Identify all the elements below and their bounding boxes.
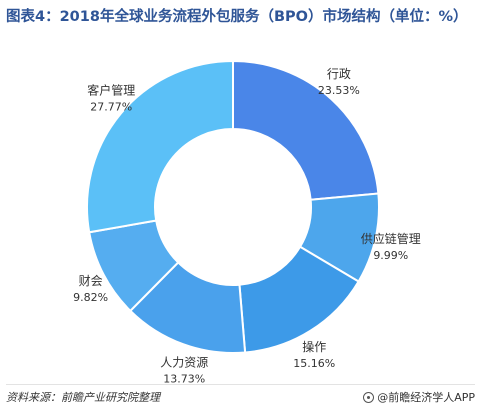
slice-label-1: 供应链管理 [361, 231, 421, 246]
slice-label-3: 人力资源 [160, 356, 208, 370]
slice-value-1: 9.99% [373, 249, 408, 262]
slice-0 [232, 59, 380, 201]
slice-value-3: 13.73% [163, 373, 205, 386]
slice-label-5: 客户管理 [87, 82, 135, 97]
slice-value-4: 9.82% [73, 291, 108, 304]
brand-logo-icon [363, 391, 375, 403]
footer-divider [6, 384, 475, 385]
slice-5 [86, 59, 234, 234]
source-note: 资料来源：前瞻产业研究院整理 [6, 391, 160, 404]
chart-title: 图表4：2018年全球业务流程外包服务（BPO）市场结构（单位：%） [6, 9, 468, 25]
slice-value-0: 23.53% [318, 84, 360, 97]
slice-value-5: 27.77% [90, 100, 132, 113]
slice-label-2: 操作 [302, 339, 326, 354]
slice-label-0: 行政 [327, 67, 351, 81]
slice-value-2: 15.16% [293, 357, 335, 370]
slice-label-4: 财会 [79, 274, 103, 288]
brand-credit: @前瞻经济学人APP [363, 389, 475, 405]
brand-text: @前瞻经济学人APP [377, 391, 475, 404]
